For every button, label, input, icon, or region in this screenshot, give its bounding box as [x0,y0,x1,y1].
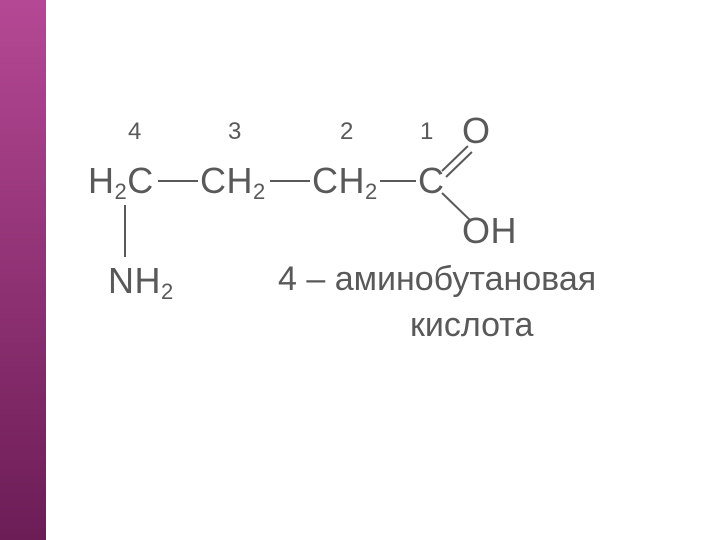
carbon-number: 2 [340,118,353,146]
atom-c4: H2C [88,160,154,202]
atom-oh: OH [462,210,517,252]
carbon-number: 4 [128,118,141,146]
atom-c2: CH2 [312,160,378,202]
carbon-number: 1 [420,118,433,146]
sidebar-gradient [0,0,46,540]
compound-name-line2: кислота [410,306,533,345]
slide-canvas: 4321H2CCH2CH2COOHNH2 4 – аминобутановая … [0,0,720,540]
bond [124,205,126,257]
bond [158,180,198,182]
atom-c3: CH2 [200,160,266,202]
bond [270,180,310,182]
bond [441,192,471,221]
atom-nh2: NH2 [108,260,174,302]
compound-name-line1: 4 – аминобутановая [278,260,596,299]
atom-c1: C [418,160,445,202]
bond [380,180,416,182]
carbon-number: 3 [228,118,241,146]
